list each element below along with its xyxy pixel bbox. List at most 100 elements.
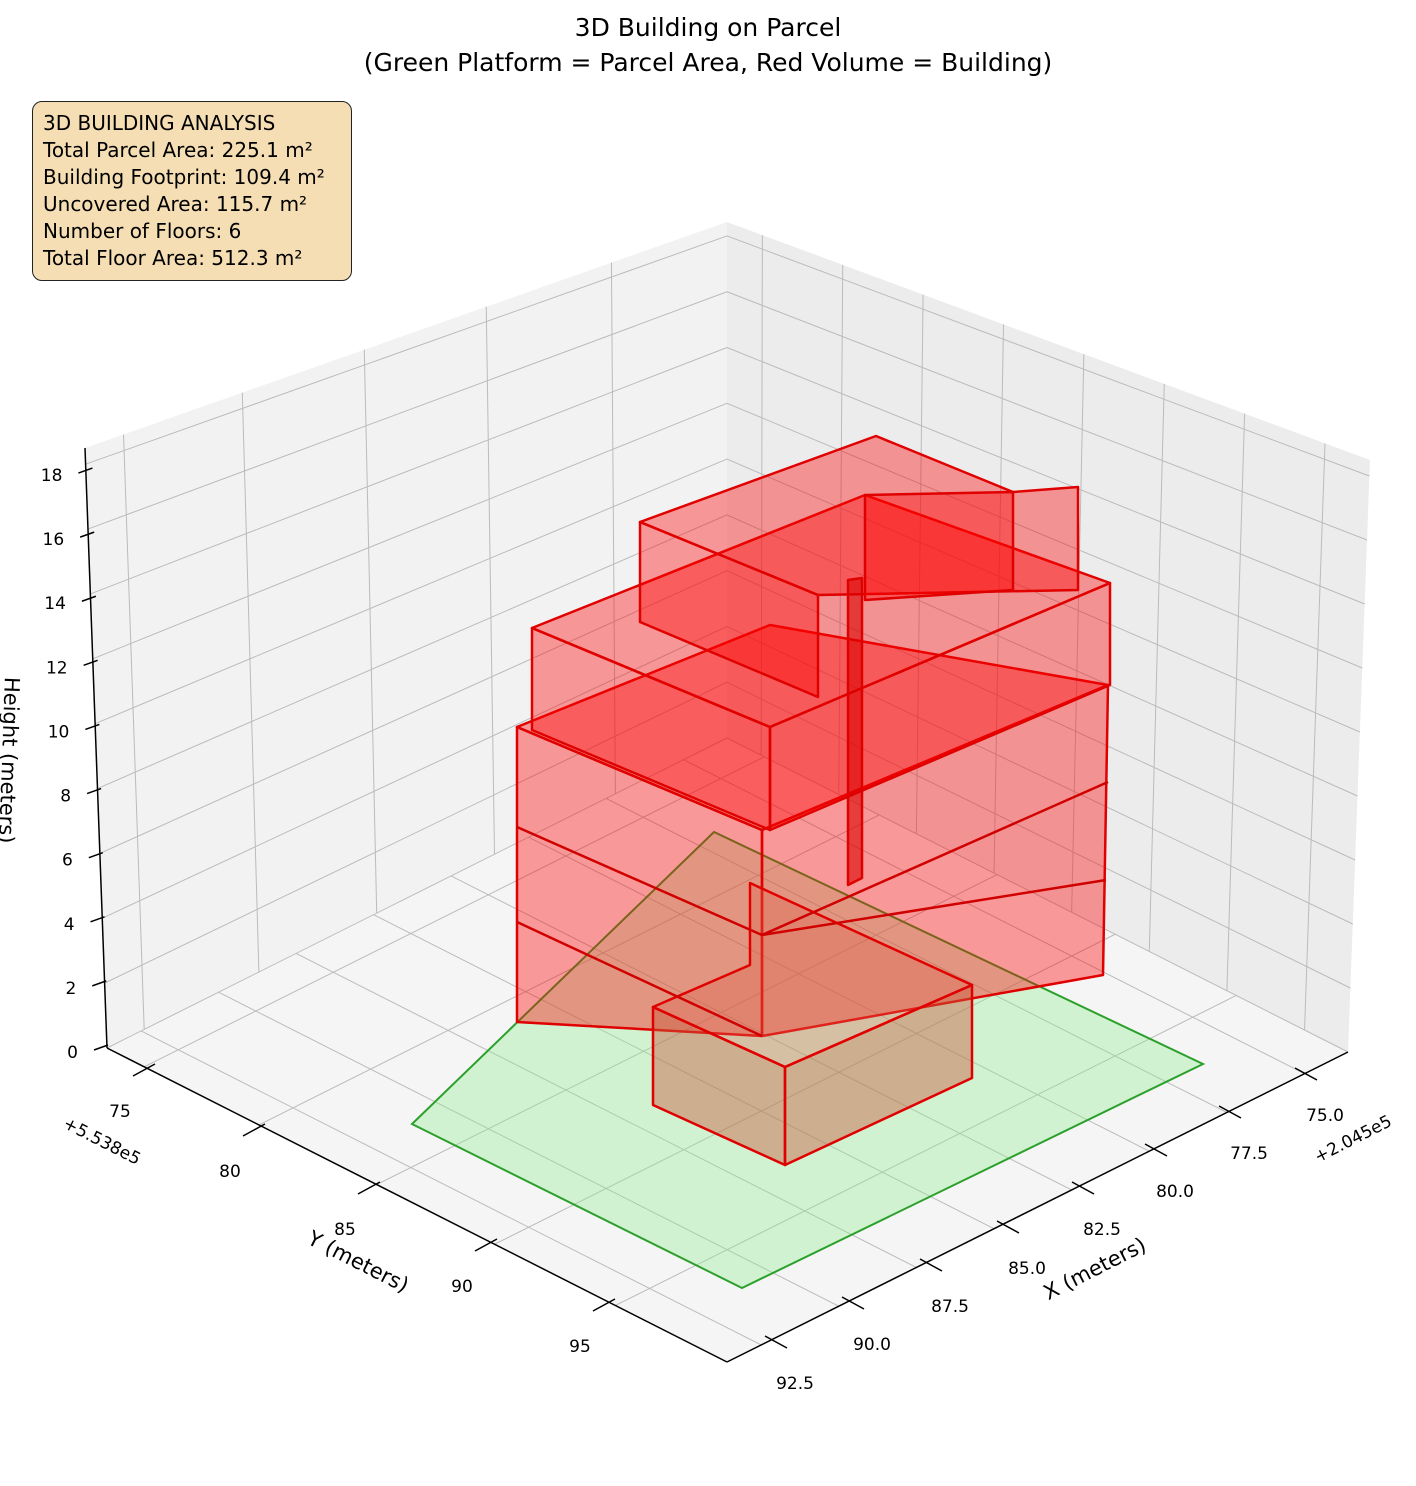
x-tick-label: 80.0: [1156, 1182, 1194, 1202]
z-tick: [81, 595, 97, 602]
grid-line: [726, 402, 1363, 669]
grid-line: [373, 914, 995, 1230]
grid-line: [123, 434, 145, 1030]
grid-line: [683, 759, 1305, 1075]
grid-line: [760, 235, 763, 756]
y-tick: [242, 1123, 266, 1137]
grid-line: [605, 798, 1228, 1113]
x-tick-label: 85.0: [1008, 1259, 1046, 1279]
y-axis-line: [106, 1047, 728, 1363]
info-line: Uncovered Area: 115.7 m²: [43, 192, 308, 216]
grid-line: [99, 570, 728, 854]
z-tick-label: 2: [65, 979, 76, 999]
x-tick: [1218, 1105, 1242, 1119]
z-axis-line: [84, 447, 108, 1049]
grid-line: [915, 294, 924, 834]
z-tick-label: 6: [62, 851, 73, 871]
floor-pane: [107, 738, 1348, 1362]
x-tick-label: 75.0: [1306, 1106, 1344, 1126]
info-line: Total Floor Area: 512.3 m²: [43, 246, 303, 270]
y-tick: [132, 1063, 156, 1077]
z-tick-label: 10: [48, 722, 70, 742]
z-axis-label: Height (meters): [0, 677, 24, 844]
z-tick: [78, 467, 93, 474]
grid-line: [241, 392, 260, 973]
grid-line: [90, 347, 728, 595]
building-column: [846, 576, 864, 887]
grid-line: [726, 681, 1351, 989]
grid-line: [87, 291, 728, 530]
x-tick-label: 87.5: [931, 1297, 969, 1317]
grid-line: [85, 235, 728, 465]
x-tick: [919, 1258, 943, 1272]
grid-line: [1148, 383, 1165, 952]
grid-line: [528, 836, 1150, 1152]
x-tick-label: 92.5: [776, 1374, 814, 1394]
grid-line: [726, 235, 1370, 477]
grid-line: [106, 737, 728, 1049]
z-tick: [85, 723, 100, 731]
parcel-platform: [410, 830, 1206, 1290]
grid-line: [494, 933, 1116, 1245]
x-tick: [1294, 1067, 1318, 1081]
grid-line: [97, 514, 728, 789]
building-annex-roof: [651, 881, 974, 1069]
grid-line: [726, 291, 1368, 541]
grid-line: [610, 262, 616, 794]
grid-line: [295, 953, 917, 1268]
z-tick-label: 4: [64, 915, 75, 935]
info-line: Building Footprint: 109.4 m²: [43, 165, 325, 189]
y-tick-label: 90: [451, 1277, 473, 1297]
grid-line: [726, 737, 1349, 1053]
y-tick-label: 75: [109, 1102, 131, 1122]
info-line: Number of Floors: 6: [43, 219, 242, 243]
right-pane: [727, 222, 1370, 1052]
info-heading: 3D BUILDING ANALYSIS: [43, 111, 276, 135]
z-tick-label: 16: [43, 530, 65, 550]
x-tick: [841, 1296, 865, 1310]
grid-line: [218, 991, 840, 1307]
z-tick: [93, 1044, 109, 1051]
chart-subtitle: (Green Platform = Parcel Area, Red Volum…: [364, 48, 1053, 77]
z-tick-label: 0: [67, 1043, 78, 1063]
grid-line: [143, 756, 765, 1068]
grid-line: [363, 349, 378, 914]
x-tick: [1144, 1143, 1168, 1157]
grid-line: [140, 1030, 762, 1346]
x-tick-label: 90.0: [853, 1335, 891, 1355]
grid-line: [94, 458, 728, 725]
floor-line: [761, 878, 1107, 937]
grid-line: [485, 306, 495, 855]
y-tick: [357, 1181, 381, 1195]
grid-line: [838, 264, 844, 795]
z-tick: [90, 916, 105, 923]
info-line: Total Parcel Area: 225.1 m²: [43, 138, 313, 162]
grid-line: [726, 514, 1358, 797]
building-roof: [638, 434, 1080, 597]
x-tick-label: 82.5: [1083, 1220, 1121, 1240]
grid-line: [615, 995, 1237, 1306]
chart-title: 3D Building on Parcel: [575, 13, 842, 42]
z-tick-label: 8: [60, 787, 71, 807]
building-face: [863, 490, 1015, 602]
grid-line: [726, 347, 1365, 605]
grid-line: [258, 814, 880, 1126]
z-tick-label: 14: [44, 594, 66, 614]
analysis-info-box: 3D BUILDING ANALYSIS Total Parcel Area: 2…: [32, 101, 352, 281]
grid-line: [726, 625, 1353, 925]
z-tick: [83, 659, 98, 667]
z-tick: [88, 851, 104, 859]
z-tick-label: 12: [46, 658, 68, 678]
grid-line: [102, 625, 728, 919]
x-axis-line: [726, 1051, 1349, 1363]
grid-line: [104, 681, 728, 984]
y-axis-label: Y (meters): [303, 1226, 413, 1298]
z-tick: [86, 787, 102, 795]
y-tick: [592, 1298, 616, 1312]
z-tick-label: 18: [41, 466, 63, 486]
x-tick: [764, 1335, 788, 1349]
y-tick-label: 80: [219, 1162, 241, 1182]
x-tick: [996, 1220, 1020, 1234]
